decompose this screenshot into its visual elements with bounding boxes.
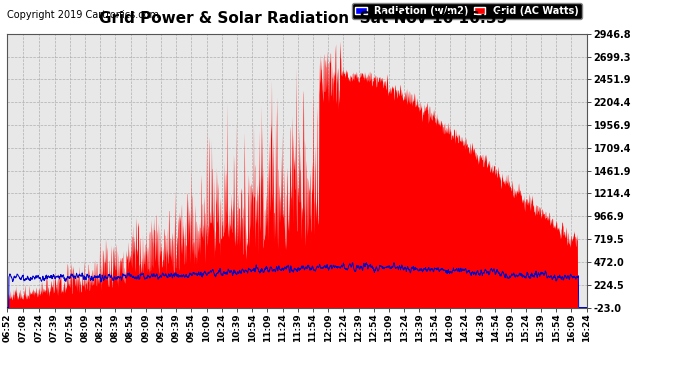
Text: Grid Power & Solar Radiation  Sat Nov 16 16:35: Grid Power & Solar Radiation Sat Nov 16 … xyxy=(99,11,508,26)
Text: Copyright 2019 Cartronics.com: Copyright 2019 Cartronics.com xyxy=(7,10,159,20)
Legend: Radiation (w/m2), Grid (AC Watts): Radiation (w/m2), Grid (AC Watts) xyxy=(352,3,582,19)
